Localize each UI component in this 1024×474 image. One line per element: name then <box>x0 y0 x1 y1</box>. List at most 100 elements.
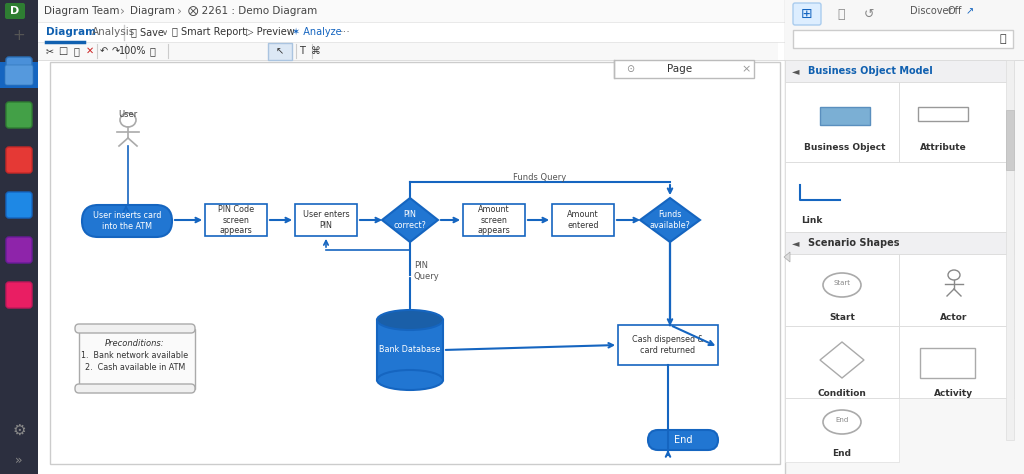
Text: ›: › <box>120 4 125 18</box>
Ellipse shape <box>377 310 443 330</box>
FancyBboxPatch shape <box>6 102 32 128</box>
Text: □: □ <box>58 46 68 56</box>
Bar <box>899 254 1014 326</box>
Text: Amount
entered: Amount entered <box>567 210 599 230</box>
Text: ↷: ↷ <box>112 46 120 56</box>
Text: Analysis: Analysis <box>92 27 135 37</box>
Text: Activity: Activity <box>935 390 974 399</box>
FancyBboxPatch shape <box>648 430 718 450</box>
Text: Diagram Team: Diagram Team <box>44 6 120 16</box>
Text: User enters
PIN: User enters PIN <box>303 210 349 230</box>
Bar <box>79 329 195 389</box>
Text: PIN
correct?: PIN correct? <box>393 210 426 230</box>
Bar <box>463 204 525 236</box>
Text: ⌘: ⌘ <box>311 46 321 56</box>
Text: End: End <box>833 449 852 458</box>
Bar <box>552 204 614 236</box>
FancyBboxPatch shape <box>75 324 195 333</box>
Text: ▷ Preview: ▷ Preview <box>246 27 295 37</box>
Text: ↖: ↖ <box>275 46 284 56</box>
Bar <box>38 22 778 42</box>
Text: 🔍: 🔍 <box>150 46 155 56</box>
FancyBboxPatch shape <box>82 205 172 237</box>
Text: ↗: ↗ <box>966 6 974 16</box>
Bar <box>918 107 968 121</box>
Text: User: User <box>119 109 137 118</box>
Text: Scenario Shapes: Scenario Shapes <box>808 238 899 248</box>
Text: ∨: ∨ <box>162 27 168 36</box>
Text: Cash dispensed &
card returned: Cash dispensed & card returned <box>632 335 703 355</box>
Text: T: T <box>299 46 305 56</box>
Text: Condition: Condition <box>817 390 866 399</box>
Bar <box>785 254 899 326</box>
FancyBboxPatch shape <box>6 192 32 218</box>
Bar <box>268 43 292 60</box>
Bar <box>785 82 899 162</box>
Text: 100%: 100% <box>119 46 146 56</box>
Bar <box>38 0 1024 22</box>
Bar <box>295 204 357 236</box>
Bar <box>1006 60 1014 440</box>
Bar <box>785 60 1014 82</box>
Ellipse shape <box>377 370 443 390</box>
Text: Page: Page <box>668 64 692 74</box>
Text: ↺: ↺ <box>864 8 874 20</box>
Text: Funds Query: Funds Query <box>513 173 566 182</box>
Text: Business Object: Business Object <box>804 143 886 152</box>
Text: ✂: ✂ <box>46 46 54 56</box>
Text: End: End <box>836 417 849 423</box>
Text: Start: Start <box>834 280 851 286</box>
Bar <box>920 348 975 378</box>
Bar <box>785 398 899 462</box>
Polygon shape <box>382 198 438 242</box>
Bar <box>899 326 1014 398</box>
Bar <box>793 30 1013 48</box>
Text: ✕: ✕ <box>86 46 94 56</box>
Text: Start: Start <box>829 313 855 322</box>
Text: ⨂ 2261 : Demo Diagram: ⨂ 2261 : Demo Diagram <box>188 6 317 16</box>
Bar <box>50 62 780 464</box>
Text: ›: › <box>177 4 182 18</box>
Text: ◄: ◄ <box>792 66 800 76</box>
Text: 📋 Smart Report: 📋 Smart Report <box>172 27 246 37</box>
Text: Link: Link <box>802 216 822 225</box>
Text: »: » <box>15 454 23 466</box>
Bar <box>1006 110 1014 170</box>
Text: ×: × <box>741 64 751 74</box>
FancyBboxPatch shape <box>5 65 33 85</box>
FancyBboxPatch shape <box>75 384 195 393</box>
Bar <box>377 320 443 380</box>
Text: ⊙: ⊙ <box>626 64 634 74</box>
FancyBboxPatch shape <box>6 147 32 173</box>
Bar <box>785 326 899 398</box>
Text: ↶: ↶ <box>100 46 109 56</box>
FancyBboxPatch shape <box>793 3 821 25</box>
Text: 🔗: 🔗 <box>838 8 845 20</box>
Text: D: D <box>10 6 19 16</box>
Text: End: End <box>674 435 692 445</box>
Bar <box>0 62 38 88</box>
Text: 2.  Cash available in ATM: 2. Cash available in ATM <box>85 363 185 372</box>
Bar <box>205 204 267 236</box>
Text: Preconditions:: Preconditions: <box>105 338 165 347</box>
Bar <box>614 60 754 78</box>
Text: Amount
screen
appears: Amount screen appears <box>477 205 510 235</box>
Text: ⬛: ⬛ <box>73 46 79 56</box>
Text: 🔍: 🔍 <box>999 34 1007 44</box>
Text: 1.  Bank network available: 1. Bank network available <box>82 350 188 359</box>
Text: PIN
Query: PIN Query <box>414 261 439 281</box>
Text: ✶ Analyze: ✶ Analyze <box>292 27 342 37</box>
Bar <box>785 0 1024 474</box>
Text: Attribute: Attribute <box>920 143 967 152</box>
Bar <box>618 325 718 365</box>
Bar <box>785 232 1014 254</box>
Ellipse shape <box>823 273 861 297</box>
Bar <box>785 0 1024 60</box>
Polygon shape <box>640 198 700 242</box>
Text: User inserts card
into the ATM: User inserts card into the ATM <box>93 211 161 231</box>
Ellipse shape <box>948 270 961 280</box>
Text: ···: ··· <box>340 27 351 37</box>
Text: ⚙: ⚙ <box>12 422 26 438</box>
Text: +: + <box>12 27 26 43</box>
Text: Discover: Discover <box>910 6 952 16</box>
